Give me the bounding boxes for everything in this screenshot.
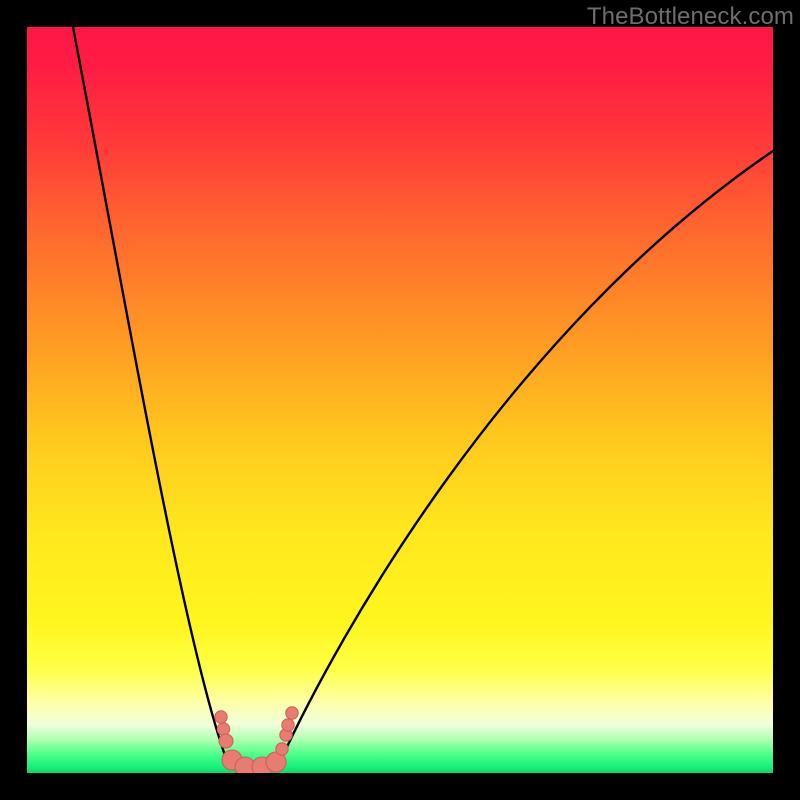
gradient-background (27, 27, 773, 773)
chart-svg (27, 27, 773, 773)
chart-frame: TheBottleneck.com (0, 0, 800, 800)
data-point (219, 734, 233, 748)
watermark-text: TheBottleneck.com (587, 3, 794, 31)
data-point (282, 719, 294, 731)
data-point (215, 711, 227, 723)
data-point (286, 707, 298, 719)
plot-area (27, 27, 773, 773)
data-point (217, 723, 229, 735)
data-point (276, 743, 288, 755)
